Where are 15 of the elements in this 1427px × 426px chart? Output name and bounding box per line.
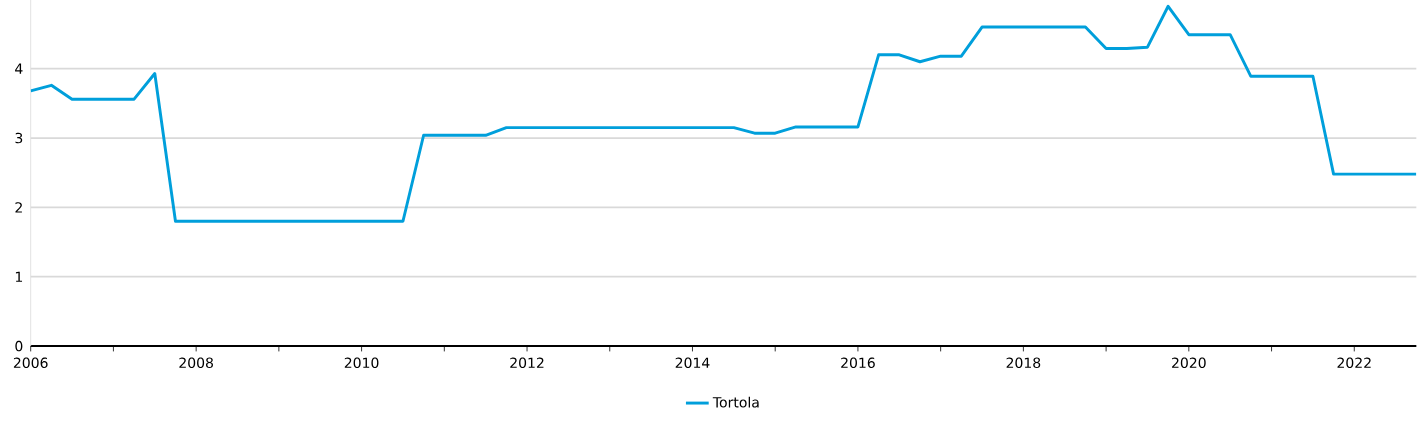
y-tick-label: 2 [15,202,22,213]
legend-label: Tortola [712,396,759,408]
y-tick-label: 1 [15,271,23,282]
y-tick-label: 3 [15,132,23,144]
x-tick-label: 2016 [841,357,875,368]
x-tick-label: 2014 [675,357,710,368]
y-tick-label: 0 [15,340,23,352]
x-tick-label: 2008 [179,357,213,368]
x-tick-label: 2018 [1006,357,1041,368]
x-tick-label: 2012 [510,357,544,368]
y-tick-label: 4 [15,63,23,74]
x-tick-label: 2010 [344,357,379,368]
x-tick-label: 2020 [1172,357,1206,368]
x-tick-label: 2006 [13,357,48,368]
x-tick-label: 2022 [1337,357,1371,368]
